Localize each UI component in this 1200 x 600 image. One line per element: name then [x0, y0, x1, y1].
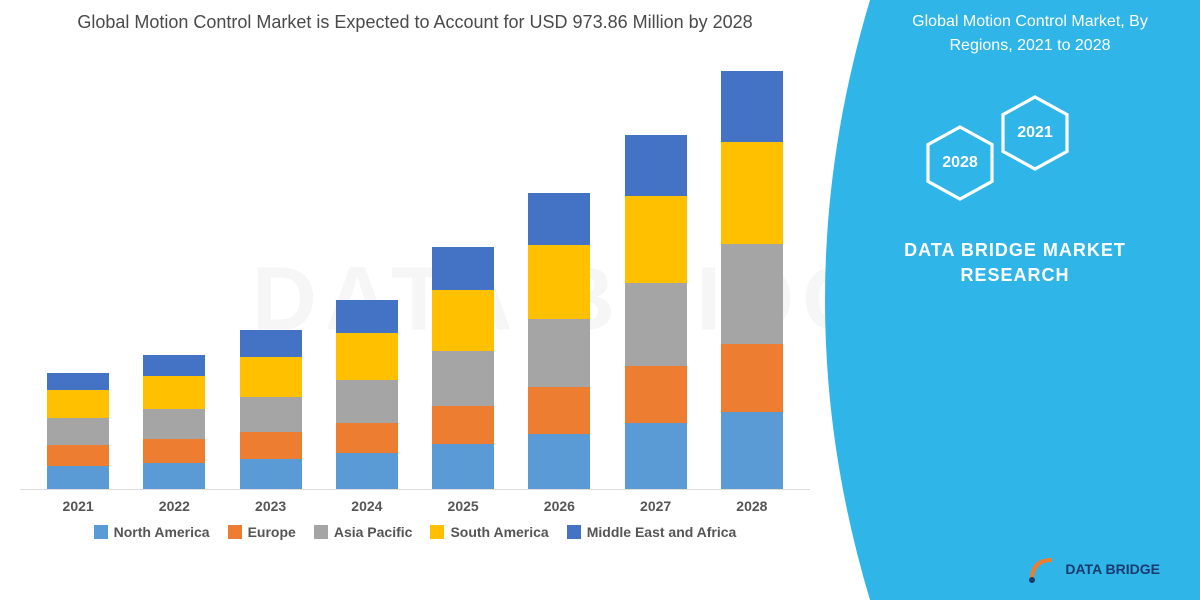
brand-logo-icon — [1027, 555, 1057, 585]
bar-segment — [47, 418, 109, 444]
bar-segment — [432, 406, 494, 444]
right-panel: Global Motion Control Market, By Regions… — [830, 0, 1200, 600]
bar-segment — [143, 409, 205, 439]
bar-segment — [240, 357, 302, 397]
chart-area — [20, 50, 810, 490]
bar-segment — [240, 432, 302, 458]
x-label: 2022 — [134, 498, 214, 514]
legend: North America Europe Asia Pacific South Ame… — [20, 524, 810, 540]
hexagon-label: 2028 — [942, 154, 978, 172]
bar-segment — [240, 330, 302, 356]
bar-segment — [143, 463, 205, 489]
main-container: Global Motion Control Market is Expected… — [0, 0, 1200, 600]
legend-swatch — [228, 525, 242, 539]
legend-swatch — [567, 525, 581, 539]
stacked-bar — [240, 330, 302, 489]
bar-segment — [240, 459, 302, 489]
x-axis-labels: 20212022202320242025202620272028 — [20, 490, 810, 514]
legend-swatch — [94, 525, 108, 539]
chart-panel: Global Motion Control Market is Expected… — [0, 0, 830, 600]
bar-segment — [336, 453, 398, 489]
bar-segment — [47, 373, 109, 390]
x-label: 2023 — [231, 498, 311, 514]
bar-segment — [47, 466, 109, 490]
x-label: 2024 — [327, 498, 407, 514]
hexagon-badge: 2028 — [920, 118, 1000, 208]
bar-segment — [143, 376, 205, 409]
bar-segment — [336, 300, 398, 333]
stacked-bar — [432, 247, 494, 489]
stacked-bar — [336, 300, 398, 489]
legend-label: Europe — [248, 524, 296, 540]
bar-segment — [336, 423, 398, 453]
brand-logo-text: DATA BRIDGE — [1065, 562, 1160, 577]
legend-swatch — [314, 525, 328, 539]
bar-segment — [47, 445, 109, 466]
bar-segment — [625, 366, 687, 423]
bar-segment — [625, 196, 687, 283]
hexagon-group: 2028 2021 — [850, 88, 1180, 208]
bar-segment — [432, 351, 494, 406]
bar-segment — [625, 135, 687, 196]
bar-segment — [432, 444, 494, 489]
x-label: 2021 — [38, 498, 118, 514]
legend-item: Asia Pacific — [314, 524, 413, 540]
bar-segment — [47, 390, 109, 418]
brand-logo: DATA BRIDGE — [1027, 555, 1160, 585]
right-content: Global Motion Control Market, By Regions… — [830, 0, 1200, 298]
bar-segment — [528, 245, 590, 319]
hexagon-badge: 2021 — [995, 88, 1075, 178]
bar-segment — [240, 397, 302, 433]
bar-segment — [625, 283, 687, 366]
bar-group — [231, 330, 311, 489]
bar-segment — [336, 333, 398, 380]
bar-group — [38, 373, 118, 489]
bar-group — [327, 300, 407, 489]
legend-swatch — [430, 525, 444, 539]
legend-item: North America — [94, 524, 210, 540]
legend-label: North America — [114, 524, 210, 540]
bar-segment — [432, 247, 494, 290]
bar-group — [616, 135, 696, 490]
stacked-bar — [47, 373, 109, 489]
stacked-bar — [143, 355, 205, 489]
bar-segment — [336, 380, 398, 423]
bar-segment — [528, 387, 590, 434]
right-panel-title: Global Motion Control Market, By Regions… — [850, 10, 1180, 58]
bar-group — [134, 355, 214, 489]
bar-segment — [432, 290, 494, 351]
legend-item: South America — [430, 524, 548, 540]
bar-group — [423, 247, 503, 489]
x-label: 2027 — [616, 498, 696, 514]
x-label: 2026 — [519, 498, 599, 514]
legend-item: Europe — [228, 524, 296, 540]
hexagon-label: 2021 — [1017, 124, 1053, 142]
bar-segment — [528, 319, 590, 387]
stacked-bar — [528, 193, 590, 489]
bar-segment — [625, 423, 687, 489]
brand-text: DATA BRIDGE MARKET RESEARCH — [850, 238, 1180, 288]
bar-segment — [528, 193, 590, 245]
legend-label: Middle East and Africa — [587, 524, 737, 540]
legend-label: South America — [450, 524, 548, 540]
bar-segment — [143, 355, 205, 376]
bar-group — [519, 193, 599, 489]
x-label: 2025 — [423, 498, 503, 514]
stacked-bar — [625, 135, 687, 490]
legend-label: Asia Pacific — [334, 524, 413, 540]
legend-item: Middle East and Africa — [567, 524, 737, 540]
chart-title: Global Motion Control Market is Expected… — [20, 10, 810, 35]
brand-logo-text-wrap: DATA BRIDGE — [1065, 562, 1160, 577]
bar-segment — [528, 434, 590, 489]
bar-segment — [143, 439, 205, 463]
